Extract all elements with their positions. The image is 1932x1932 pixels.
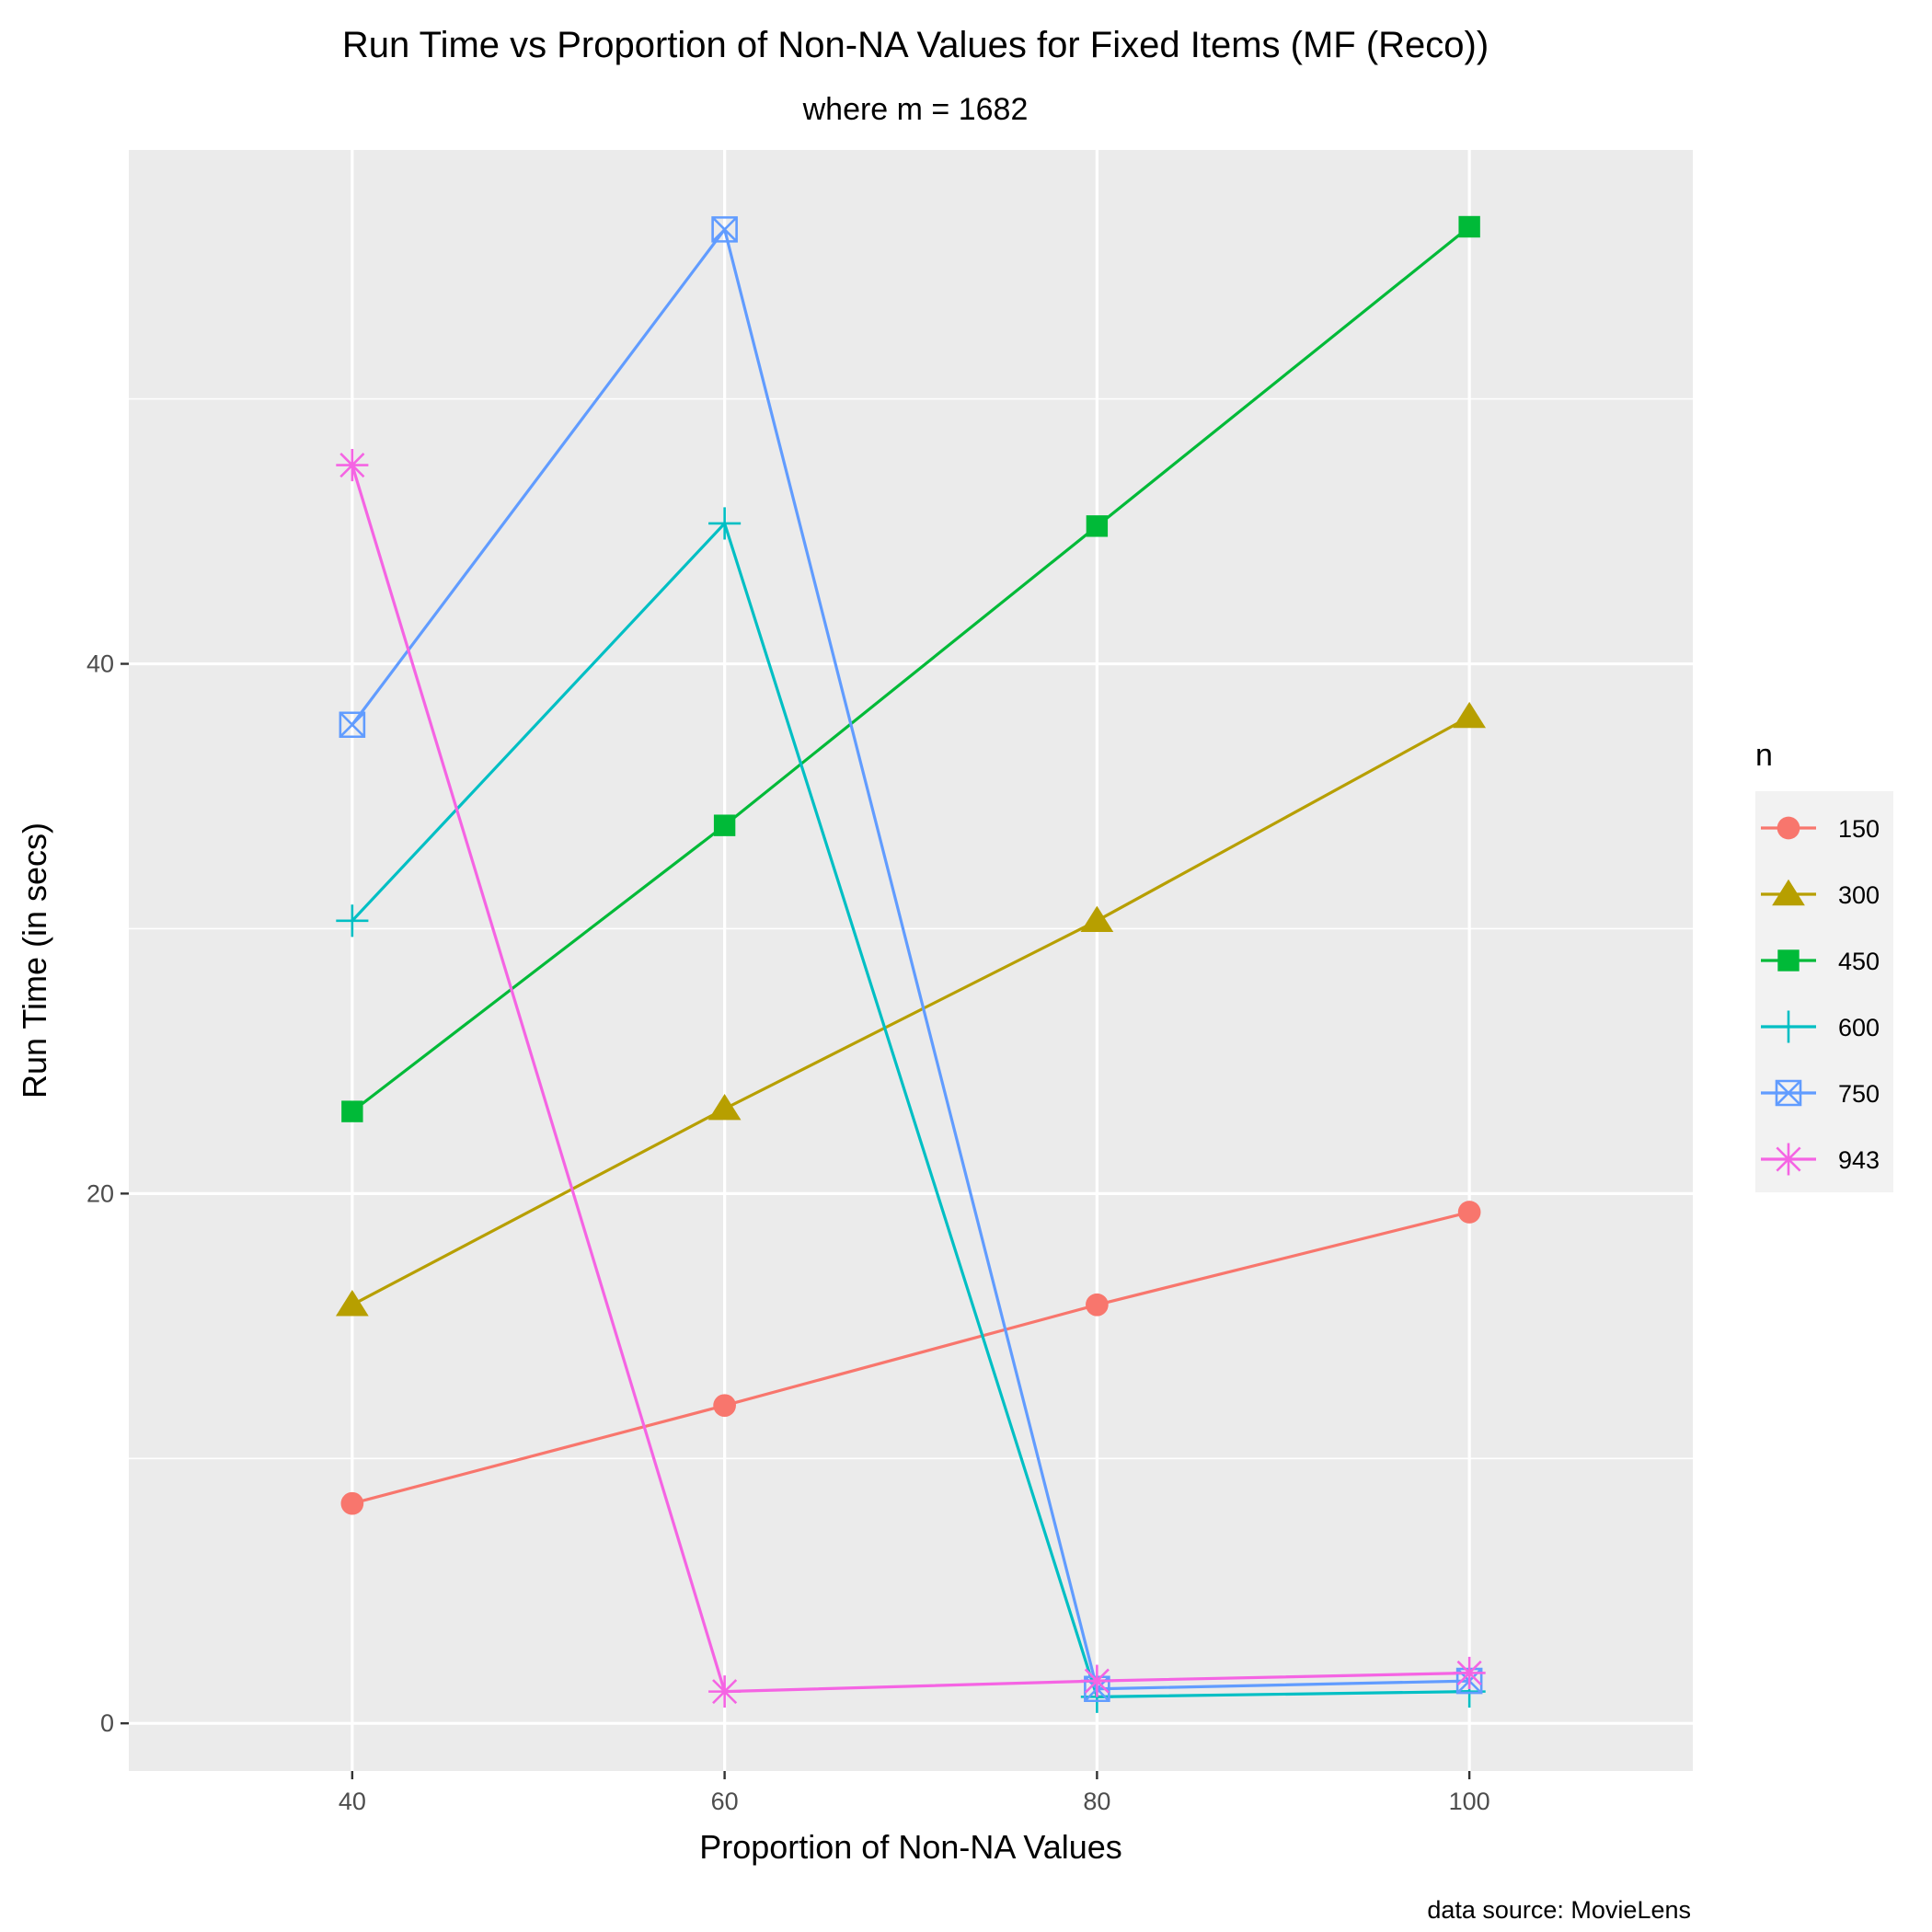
data-point-150: [1086, 1293, 1109, 1317]
legend-label-750: 750: [1838, 1080, 1880, 1108]
data-point-300: [1453, 701, 1487, 729]
data-point-150: [340, 1491, 364, 1515]
legend-symbol-943: [1772, 1143, 1805, 1176]
data-point-943: [1453, 1656, 1486, 1690]
y-tick-label: 40: [86, 650, 114, 678]
y-axis-title: Run Time (in secs): [16, 822, 53, 1098]
legend-symbol-300: [1772, 879, 1805, 906]
legend: 150 300 450 600 750 943: [1761, 815, 1880, 1176]
data-point-943: [708, 1675, 742, 1708]
legend-symbol-600: [1772, 1010, 1805, 1043]
data-point-150: [713, 1394, 736, 1418]
data-point-450: [1086, 515, 1109, 537]
data-point-750: [711, 216, 738, 243]
series-line-450: [351, 225, 1471, 1113]
data-point-300: [1080, 905, 1114, 933]
x-axis-title: Proportion of Non-NA Values: [699, 1828, 1122, 1866]
y-axis: 0 20 40: [86, 650, 129, 1737]
series-line-943: [351, 465, 1470, 1694]
x-tick-label: 80: [1083, 1788, 1110, 1815]
legend-symbol-750: [1775, 1079, 1802, 1107]
legend-symbol-150: [1777, 816, 1800, 840]
series-line-750: [351, 227, 1470, 1691]
series-points: [335, 215, 1487, 1713]
data-point-943: [1080, 1664, 1113, 1697]
series-lines: [351, 225, 1471, 1698]
data-point-600: [336, 904, 369, 937]
legend-key-background: [1755, 791, 1893, 1192]
legend-label-600: 600: [1838, 1014, 1880, 1041]
x-tick-label: 100: [1449, 1788, 1490, 1815]
data-point-300: [335, 1290, 369, 1317]
data-point-750: [339, 711, 366, 739]
data-point-943: [336, 449, 369, 482]
x-tick-label: 60: [711, 1788, 739, 1815]
series-line-600: [351, 522, 1470, 1698]
legend-title: n: [1755, 738, 1773, 773]
legend-symbol-450: [1777, 949, 1800, 972]
legend-label-300: 300: [1838, 881, 1880, 909]
chart-title: Run Time vs Proportion of Non-NA Values …: [342, 25, 1489, 65]
data-point-150: [1457, 1201, 1481, 1224]
y-tick-label: 0: [100, 1709, 114, 1737]
series-line-150: [351, 1210, 1470, 1505]
chart-subtitle: where m = 1682: [802, 92, 1029, 127]
legend-label-450: 450: [1838, 948, 1880, 975]
minor-grid: [129, 397, 1693, 1460]
data-point-450: [341, 1100, 363, 1122]
legend-label-943: 943: [1838, 1146, 1880, 1174]
data-point-450: [1458, 215, 1480, 238]
x-tick-label: 40: [339, 1788, 366, 1815]
data-point-300: [707, 1093, 742, 1121]
legend-label-150: 150: [1838, 815, 1880, 843]
data-point-600: [708, 507, 742, 540]
series-line-300: [351, 715, 1470, 1306]
y-tick-label: 20: [86, 1179, 114, 1207]
chart-caption: data source: MovieLens: [1427, 1896, 1691, 1924]
x-axis: 40 60 80 100: [339, 1771, 1490, 1815]
data-point-450: [713, 814, 736, 836]
